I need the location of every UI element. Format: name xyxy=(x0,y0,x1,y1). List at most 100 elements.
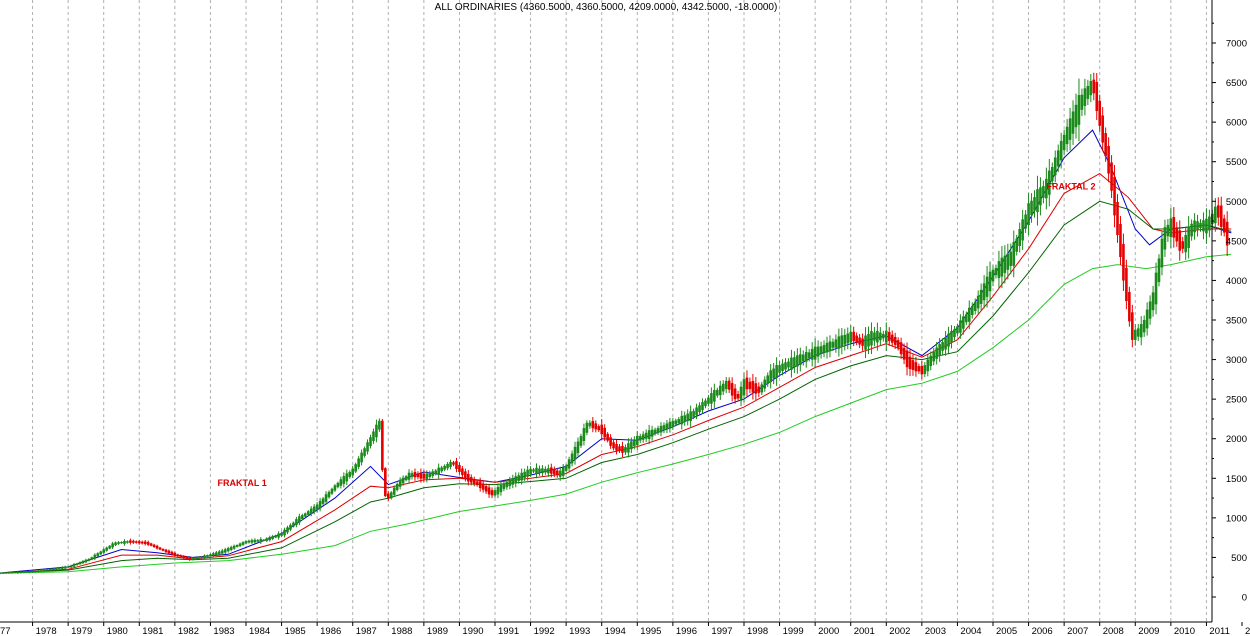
candle-body xyxy=(366,442,369,452)
candle-body xyxy=(478,481,482,489)
candle-body xyxy=(884,330,888,343)
candle-body xyxy=(1178,230,1182,251)
candle-body xyxy=(1086,85,1090,99)
chart-title: ALL ORDINARIES (4360.5000, 4360.5000, 42… xyxy=(435,2,778,13)
candle-body xyxy=(179,555,183,558)
candle-body xyxy=(158,547,162,550)
candle-body xyxy=(716,389,719,396)
candle-body xyxy=(1128,292,1131,322)
candle-body xyxy=(283,529,286,536)
candle-body xyxy=(618,446,621,451)
candle-body xyxy=(1074,104,1078,128)
candle-body xyxy=(1151,292,1155,311)
candle-body xyxy=(194,557,197,560)
candle-body xyxy=(455,461,458,470)
x-tick-label: 2010 xyxy=(1174,626,1195,636)
candle-body xyxy=(1216,205,1220,218)
candle-body xyxy=(215,552,218,555)
x-axis-ticks: 77 1978 1979 1980 1981 1982 1983 1984 1985 1986 19… xyxy=(0,622,1250,636)
candle-body xyxy=(742,379,746,396)
candle-body xyxy=(846,333,850,344)
candle-body xyxy=(384,468,387,497)
candle-body xyxy=(1172,217,1176,238)
ma-line-4 xyxy=(0,253,1232,574)
candle-body xyxy=(1157,258,1161,283)
candle-body xyxy=(170,551,174,555)
candle-body xyxy=(541,468,544,474)
candle-body xyxy=(659,425,663,433)
x-tick-label: 1985 xyxy=(285,626,306,636)
candle-body xyxy=(416,473,420,478)
candle-body xyxy=(490,490,494,496)
candle-body xyxy=(114,542,117,546)
candle-body xyxy=(570,453,574,464)
candle-body xyxy=(612,442,615,449)
x-tick-label: 1989 xyxy=(427,626,448,636)
candle-body xyxy=(870,331,873,346)
candle-body xyxy=(615,443,618,451)
candle-body xyxy=(787,361,790,368)
candle-body xyxy=(57,567,61,569)
candle-body xyxy=(357,458,360,467)
y-tick-label: 1000 xyxy=(1226,513,1247,524)
candle-body xyxy=(911,360,915,371)
candle-body xyxy=(218,551,221,555)
candle-body xyxy=(312,506,316,512)
candle-body xyxy=(209,554,212,556)
candle-body xyxy=(161,548,165,551)
candle-body xyxy=(609,437,612,446)
candle-body xyxy=(1148,301,1152,319)
candle-body xyxy=(4,572,8,574)
candle-body xyxy=(879,332,882,341)
candle-body xyxy=(1024,214,1027,229)
candle-body xyxy=(1021,219,1024,241)
candle-body xyxy=(849,331,853,343)
candle-body xyxy=(825,342,829,353)
candle-body xyxy=(882,333,885,339)
candle-body xyxy=(66,566,70,568)
candle-body xyxy=(425,473,429,480)
candle-body xyxy=(893,336,897,345)
candle-body xyxy=(1048,170,1051,195)
candle-body xyxy=(704,400,707,407)
y-axis-ticks: 0 500 1000 1500 2000 2500 3000 3500 4000 4500 5000… xyxy=(1212,22,1247,604)
candle-body xyxy=(140,541,144,544)
candle-body xyxy=(235,544,239,547)
candle-body xyxy=(135,541,138,543)
candle-body xyxy=(526,469,529,477)
candle-body xyxy=(259,539,263,543)
candle-body xyxy=(606,433,609,441)
candle-body xyxy=(1030,200,1033,216)
candle-body xyxy=(1039,187,1042,206)
candle-body xyxy=(1169,218,1173,238)
y-tick-label: 1500 xyxy=(1226,474,1247,485)
y-tick-label: 2000 xyxy=(1226,434,1247,445)
x-tick-label: 1993 xyxy=(569,626,590,636)
candle-body xyxy=(1080,94,1084,110)
candle-body xyxy=(671,420,675,427)
candle-body xyxy=(1208,216,1211,231)
candle-body xyxy=(1199,222,1202,229)
candle-body xyxy=(511,478,515,485)
candle-body xyxy=(502,483,506,489)
y-tick-label: 5500 xyxy=(1226,157,1247,168)
x-tick-label: 2005 xyxy=(996,626,1017,636)
candle-body xyxy=(1098,100,1102,126)
candle-body xyxy=(375,424,378,438)
candle-body xyxy=(295,519,298,525)
candle-body xyxy=(635,435,639,446)
candle-body xyxy=(132,540,135,543)
candle-body xyxy=(585,422,589,433)
x-tick-label: 1984 xyxy=(249,626,270,636)
candle-body xyxy=(238,543,242,547)
candle-body xyxy=(763,379,767,389)
candle-body xyxy=(950,331,953,343)
candle-body xyxy=(1133,329,1137,340)
candle-body xyxy=(372,431,375,441)
candle-body xyxy=(1113,176,1116,216)
candle-body xyxy=(289,524,292,530)
candle-body xyxy=(247,540,251,543)
x-tick-label: 2012 xyxy=(1245,626,1250,636)
candle-body xyxy=(1142,319,1146,333)
candle-body xyxy=(959,320,962,333)
